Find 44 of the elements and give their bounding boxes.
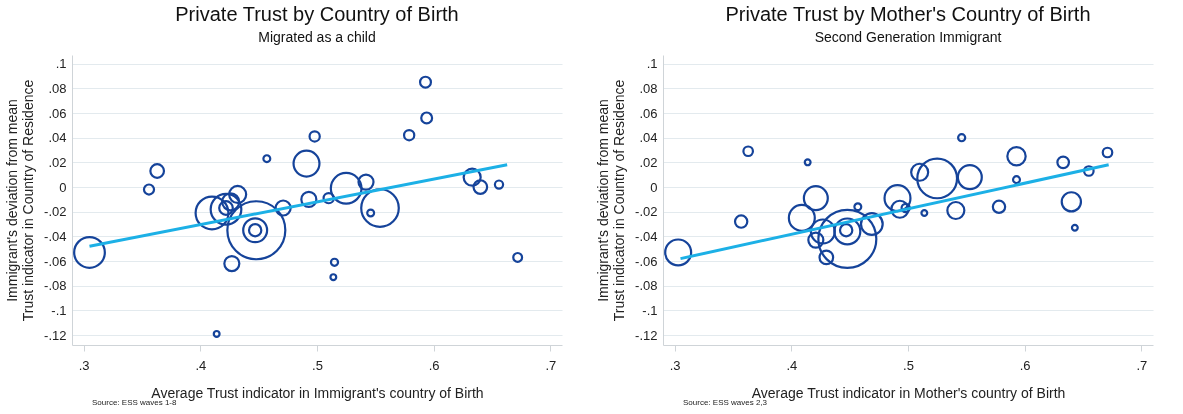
y-axis-title: Immigrant's deviation from mean Trust indicator in Country of Residence [4,79,37,322]
x-axis-title: Average Trust indicator in Mother's country of Birth [751,384,1066,401]
source-note: Source: ESS waves 1-8 [92,398,177,407]
y-tick-label: -.1 [51,302,67,318]
x-tick-label: .4 [786,357,798,373]
y-tick-label: .06 [639,105,658,121]
y-tick-label: .02 [48,154,67,170]
chart-title: Private Trust by Mother's Country of Birth [725,3,1091,25]
x-tick-label: .7 [545,357,557,373]
y-tick-label: .04 [639,130,658,146]
y-tick-label: .02 [639,154,658,170]
y-tick-label: .08 [639,80,658,96]
x-tick-label: .7 [1136,357,1148,373]
y-tick-label: .1 [646,56,658,72]
y-tick-label: -.04 [44,228,67,244]
y-tick-label: -.12 [635,327,658,343]
chart-title: Private Trust by Country of Birth [175,3,459,25]
y-tick-label: -.02 [44,204,67,220]
chart-subtitle: Migrated as a child [258,29,376,45]
y-tick-label: -.08 [635,278,658,294]
x-tick-label: .5 [312,357,323,373]
x-tick-label: .4 [195,357,207,373]
y-tick-label: .1 [55,56,67,72]
y-tick-label: .08 [48,80,67,96]
y-tick-label: -.08 [44,278,67,294]
y-tick-label: 0 [59,179,67,195]
y-tick-label: -.12 [44,327,67,343]
y-axis-title: Immigrant's deviation from mean Trust indicator in Country of Residence [595,79,628,322]
y-tick-label: -.04 [635,228,658,244]
y-tick-label: .04 [48,130,67,146]
x-tick-label: .5 [903,357,914,373]
x-tick-label: .3 [78,357,90,373]
source-note: Source: ESS waves 2,3 [683,398,768,407]
x-tick-label: .6 [1019,357,1031,373]
x-tick-label: .3 [669,357,681,373]
y-tick-label: -.02 [635,204,658,220]
y-tick-label: .06 [48,105,67,121]
chart-subtitle: Second Generation Immigrant [814,29,1002,45]
x-axis-title: Average Trust indicator in Immigrant's country of Birth [151,384,484,401]
y-tick-label: -.06 [44,253,67,269]
x-tick-label: .6 [428,357,440,373]
y-tick-label: -.06 [635,253,658,269]
y-tick-label: 0 [650,179,658,195]
y-tick-label: -.1 [642,302,658,318]
